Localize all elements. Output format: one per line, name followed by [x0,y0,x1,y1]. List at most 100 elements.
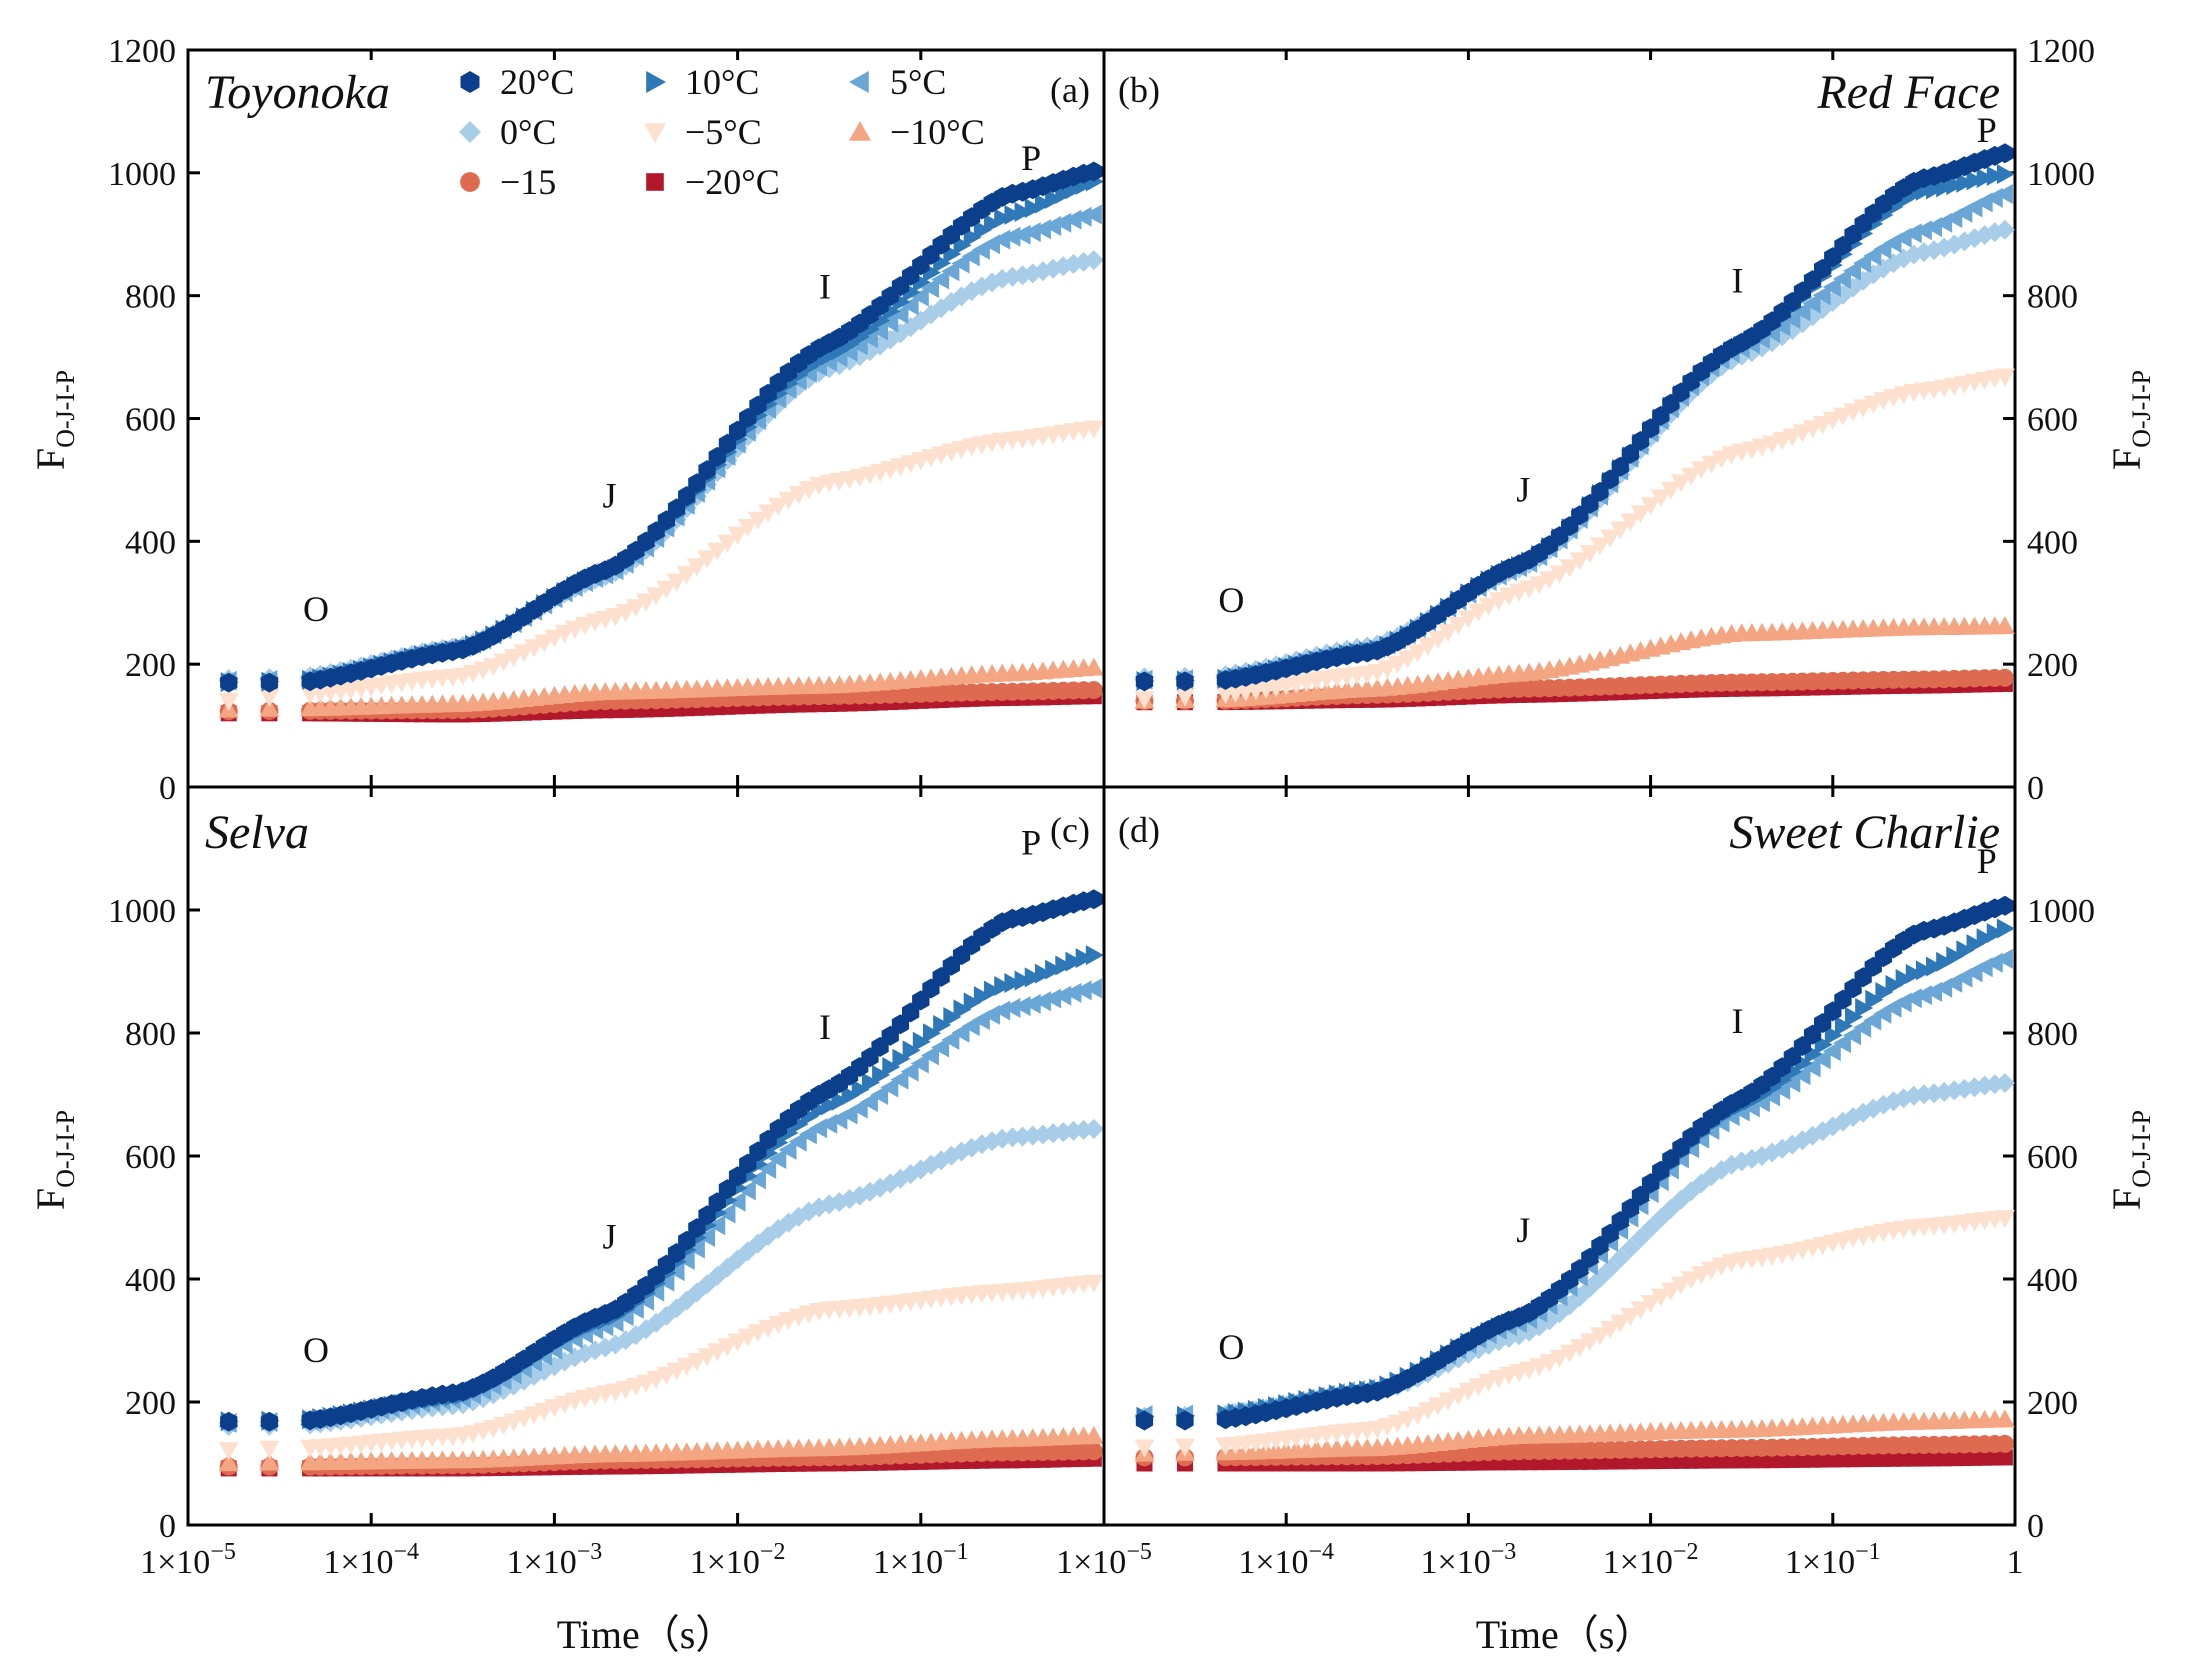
data-point [1996,164,2015,185]
data-point [941,1029,960,1050]
data-point [667,1243,686,1263]
data-point [1824,1001,1842,1022]
data-point [788,1131,807,1152]
data-point [1002,226,1021,247]
legend-marker [644,123,666,143]
data-point [890,304,909,325]
data-point [1832,1033,1851,1054]
data-point [666,1362,687,1381]
series-s20 [220,161,1103,693]
data-point [1620,1238,1641,1259]
y-tick-label: 800 [125,1016,176,1053]
data-point [686,1238,705,1259]
phase-label-O: O [303,589,329,629]
data-point [1994,368,2015,387]
data-point [1065,951,1084,972]
data-point [1053,985,1072,1006]
data-point [910,1053,929,1074]
data-point [973,219,992,240]
data-point [870,1085,889,1106]
data-point [739,1153,757,1174]
data-point [697,1348,718,1367]
data-point [708,446,726,467]
data-point [493,653,514,672]
data-point [831,1090,850,1111]
y-tick-label: 1000 [108,893,176,930]
data-point [1084,1442,1103,1461]
legend-label: 20°C [500,62,574,102]
data-point [260,1411,279,1432]
legend-marker [646,173,664,191]
data-point [1539,1354,1560,1373]
data-point [1630,505,1651,524]
data-point [1946,946,1965,967]
series-s0 [1134,219,2015,688]
data-point [912,990,930,1011]
data-point [1601,1223,1619,1244]
data-point [1986,922,2005,943]
data-point [892,1048,911,1069]
data-point [1610,521,1631,540]
legend-entry-s20: 20°C [460,62,574,102]
data-point [218,1442,239,1461]
legend-label: 5°C [890,62,946,102]
data-point [1660,1282,1681,1301]
data-point [1996,895,2014,916]
data-point [218,1453,239,1472]
legend-marker [646,71,666,93]
data-point [859,328,878,349]
data-point [1610,1248,1631,1269]
data-point [910,286,929,307]
data-point [1559,559,1580,578]
data-point [1043,988,1062,1009]
data-point [747,511,768,530]
data-point [259,698,280,717]
phase-label-J: J [1516,469,1530,509]
data-point [749,395,767,416]
data-point [737,1328,758,1347]
data-point [666,573,687,592]
data-point [688,473,706,494]
data-point [220,672,238,693]
data-point [656,580,677,599]
data-point [1824,1025,1843,1046]
data-point [697,550,718,569]
y-axis-title-top-left: FO-J-I-P [28,370,80,470]
data-point [778,491,799,510]
phase-label-J: J [1516,1210,1530,1250]
y-tick-label: 400 [125,524,176,561]
data-point [963,992,982,1013]
data-point [1083,204,1102,225]
x-tick-label: 1 [2007,1544,2024,1581]
data-point [727,1333,748,1352]
data-point [1034,963,1053,984]
panel-label: (c) [1050,810,1090,850]
data-point [483,657,504,676]
data-point [943,1006,962,1027]
data-point [1601,469,1619,490]
series-sm5 [218,420,1104,711]
data-point [697,1227,716,1248]
data-point [963,227,982,248]
data-point [1600,1258,1621,1279]
legend-entry-s0: 0°C [459,112,556,152]
legend-label: −5°C [685,112,762,152]
data-point [1600,529,1621,548]
data-point [1448,616,1469,635]
data-point [1134,1439,1155,1458]
legend-marker [849,71,869,93]
phase-label-P: P [1021,823,1041,863]
series-s5 [218,978,1102,1433]
x-tick-label: 1×10−4 [323,1539,419,1581]
data-point [728,420,747,441]
data-point [1417,637,1438,656]
data-point [747,1169,766,1190]
legend-marker [459,121,481,143]
data-point [1022,993,1041,1014]
phase-label-I: I [819,267,831,307]
data-point [1377,660,1398,679]
data-point [1063,209,1082,230]
data-point [1014,201,1033,222]
data-point [1855,998,1874,1019]
data-point [1135,671,1154,692]
